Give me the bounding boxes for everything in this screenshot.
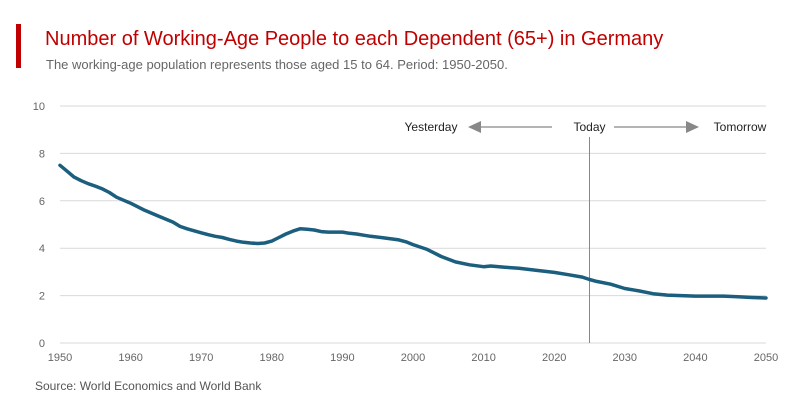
- y-tick-label: 0: [39, 338, 45, 350]
- chart-title: Number of Working-Age People to each Dep…: [45, 28, 664, 50]
- x-tick-label: 2040: [683, 352, 707, 364]
- arrow-right-icon: [614, 121, 699, 133]
- x-tick-label: 2010: [471, 352, 495, 364]
- x-tick-label: 1990: [330, 352, 354, 364]
- y-tick-label: 6: [39, 196, 45, 208]
- yesterday-label: Yesterday: [405, 120, 458, 134]
- grid-lines: [60, 105, 766, 344]
- today-label: Today: [573, 120, 605, 134]
- x-tick-label: 1960: [118, 352, 142, 364]
- x-tick-label: 2000: [401, 352, 425, 364]
- series-line: [58, 163, 768, 300]
- tomorrow-label: Tomorrow: [714, 120, 767, 134]
- x-axis-ticks: 1950 1960 1970 1980 1990 2000 2010 2020 2030 2040…: [48, 352, 778, 364]
- y-axis-ticks: 0 2 4 6 8 10: [33, 101, 45, 350]
- y-tick-label: 8: [39, 148, 45, 160]
- title-accent-bar: [16, 24, 21, 68]
- arrow-left-head: [468, 121, 481, 133]
- x-tick-label: 2050: [754, 352, 778, 364]
- x-tick-label: 1970: [189, 352, 213, 364]
- arrow-right-head: [686, 121, 699, 133]
- x-tick-label: 2020: [542, 352, 566, 364]
- x-tick-label: 1980: [260, 352, 284, 364]
- arrow-left-icon: [468, 121, 552, 133]
- source-note: Source: World Economics and World Bank: [35, 379, 262, 393]
- chart-subtitle: The working-age population represents th…: [46, 57, 508, 72]
- y-tick-label: 10: [33, 101, 45, 113]
- y-tick-label: 2: [39, 291, 45, 303]
- x-tick-label: 2030: [613, 352, 637, 364]
- x-tick-label: 1950: [48, 352, 72, 364]
- y-tick-label: 4: [39, 243, 45, 255]
